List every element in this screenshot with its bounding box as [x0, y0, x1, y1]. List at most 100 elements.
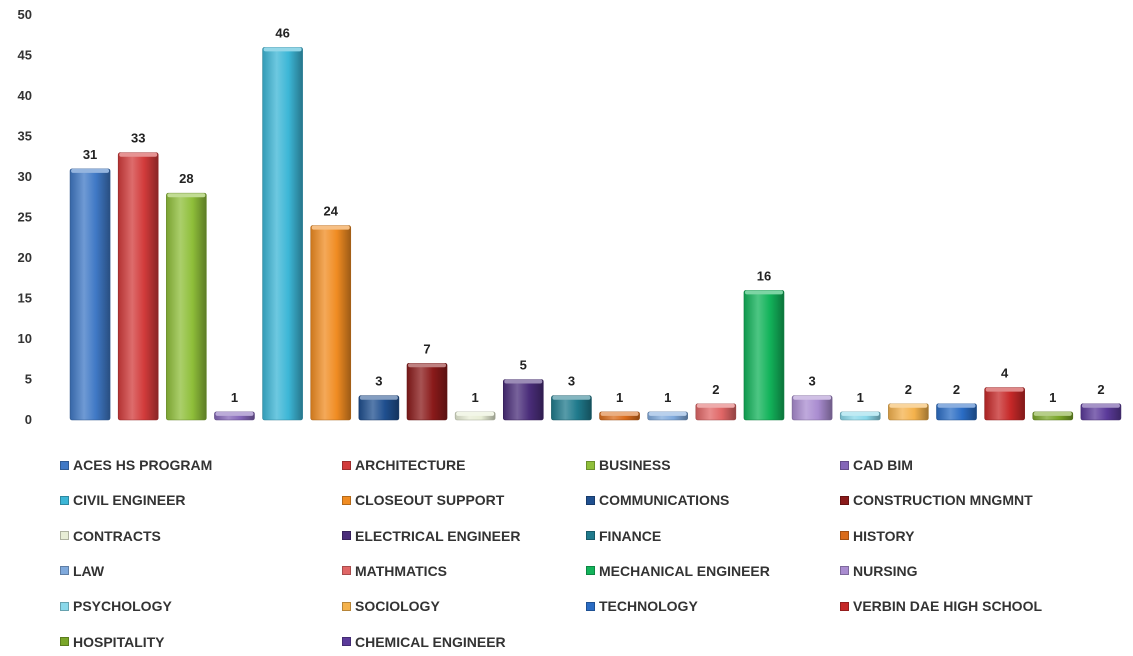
legend-label: LAW	[73, 562, 105, 579]
y-axis: 0 5 10 15 20 25 30 35 40 45 50	[18, 7, 32, 427]
legend-swatch	[342, 601, 351, 611]
bar-top-highlight	[408, 363, 447, 368]
legend-swatch	[840, 601, 849, 611]
data-label: 24	[324, 204, 339, 219]
data-label: 2	[953, 382, 960, 397]
data-label: 4	[1001, 366, 1009, 381]
bar-mechanical-engineer	[743, 290, 785, 421]
legend-label: NURSING	[853, 562, 918, 579]
y-tick-label: 30	[18, 169, 32, 184]
legend-swatch	[60, 637, 69, 646]
legend-item: CLOSEOUT SUPPORT	[342, 489, 504, 511]
legend-label: CAD BIM	[853, 457, 913, 473]
legend-item: COMMUNICATIONS	[586, 489, 729, 511]
legend-label: VERBIN DAE HIGH SCHOOL	[853, 598, 1043, 615]
legend-label: ELECTRICAL ENGINEER	[355, 527, 521, 544]
legend-label: ACES HS PROGRAM	[73, 457, 213, 473]
bar-architecture	[117, 152, 159, 421]
legend-item: HOSPITALITY	[60, 631, 165, 653]
legend-item: MECHANICAL ENGINEER	[586, 560, 770, 582]
bar-civil-engineer	[262, 47, 303, 421]
bar-top-highlight	[263, 47, 302, 52]
bar-series	[69, 47, 1122, 421]
y-tick-label: 10	[18, 331, 32, 346]
data-label: 1	[472, 390, 479, 405]
legend-item: MATHMATICS	[342, 560, 447, 582]
legend-swatch	[840, 566, 849, 576]
legend-item: CONTRACTS	[60, 525, 161, 547]
bar-top-highlight	[937, 403, 976, 408]
legend-swatch	[840, 531, 849, 541]
legend-label: CONSTRUCTION MNGMNT	[853, 492, 1033, 509]
legend-swatch	[342, 637, 351, 646]
legend-label: HISTORY	[853, 527, 915, 544]
data-label: 5	[520, 358, 527, 373]
legend-label: SOCIOLOGY	[355, 598, 440, 615]
legend-swatch	[586, 460, 595, 470]
data-label: 1	[616, 390, 623, 405]
bar-top-highlight	[456, 411, 495, 416]
legend-label: PSYCHOLOGY	[73, 598, 172, 615]
legend-label: CLOSEOUT SUPPORT	[355, 492, 505, 509]
legend-item: FINANCE	[586, 525, 661, 547]
legend-item: LAW	[60, 560, 104, 582]
legend-swatch	[60, 531, 69, 541]
bar-top-highlight	[311, 225, 350, 230]
data-label: 28	[179, 171, 193, 186]
bar-construction-mngmnt	[406, 362, 448, 421]
legend-label: TECHNOLOGY	[599, 598, 698, 615]
bar-business	[166, 192, 207, 421]
legend-item: CONSTRUCTION MNGMNT	[840, 489, 1033, 511]
legend-item: CAD BIM	[840, 454, 913, 476]
legend-label: HOSPITALITY	[73, 633, 165, 650]
legend-swatch	[586, 495, 595, 505]
legend-item: ACES HS PROGRAM	[60, 454, 212, 476]
bar-top-highlight	[648, 411, 687, 416]
data-label: 1	[664, 390, 671, 405]
bar-closeout-support	[310, 225, 352, 421]
bar-top-highlight	[1081, 403, 1120, 408]
bar-top-highlight	[696, 403, 735, 408]
data-label: 1	[857, 390, 864, 405]
data-label: 1	[231, 390, 238, 405]
data-label: 1	[1049, 390, 1056, 405]
data-label: 3	[808, 374, 815, 389]
legend-swatch	[342, 531, 351, 541]
legend-label: BUSINESS	[599, 457, 671, 473]
y-tick-label: 0	[25, 412, 32, 427]
data-label: 46	[275, 25, 289, 40]
legend-item: NURSING	[840, 560, 918, 582]
data-label: 3	[568, 374, 575, 389]
data-label: 16	[757, 268, 771, 283]
legend-item: CIVIL ENGINEER	[60, 489, 186, 511]
legend-swatch	[60, 495, 69, 505]
legend-item: VERBIN DAE HIGH SCHOOL	[840, 595, 1042, 617]
legend-item: SOCIOLOGY	[342, 595, 440, 617]
bar-top-highlight	[119, 152, 158, 157]
legend-label: CONTRACTS	[73, 527, 161, 544]
legend-swatch	[60, 566, 69, 576]
legend-item: ELECTRICAL ENGINEER	[342, 525, 520, 547]
data-label: 33	[131, 131, 145, 146]
bar-top-highlight	[359, 395, 398, 400]
bar-top-highlight	[600, 411, 639, 416]
bar-top-highlight	[889, 403, 928, 408]
legend-item: PSYCHOLOGY	[60, 595, 172, 617]
legend-item: BUSINESS	[586, 454, 671, 476]
y-tick-label: 40	[18, 88, 32, 103]
bar-top-highlight	[504, 379, 543, 384]
bar-top-highlight	[167, 193, 206, 198]
bar-top-highlight	[985, 387, 1024, 392]
y-tick-label: 50	[18, 7, 32, 22]
y-tick-label: 5	[25, 372, 32, 387]
y-tick-label: 15	[18, 291, 32, 306]
legend-item: HISTORY	[840, 525, 914, 547]
legend-item: TECHNOLOGY	[586, 595, 698, 617]
legend-label: CIVIL ENGINEER	[73, 492, 186, 509]
y-tick-label: 35	[18, 129, 32, 144]
data-label: 2	[712, 382, 719, 397]
legend-label: ARCHITECTURE	[355, 457, 466, 473]
data-label: 7	[423, 341, 430, 356]
